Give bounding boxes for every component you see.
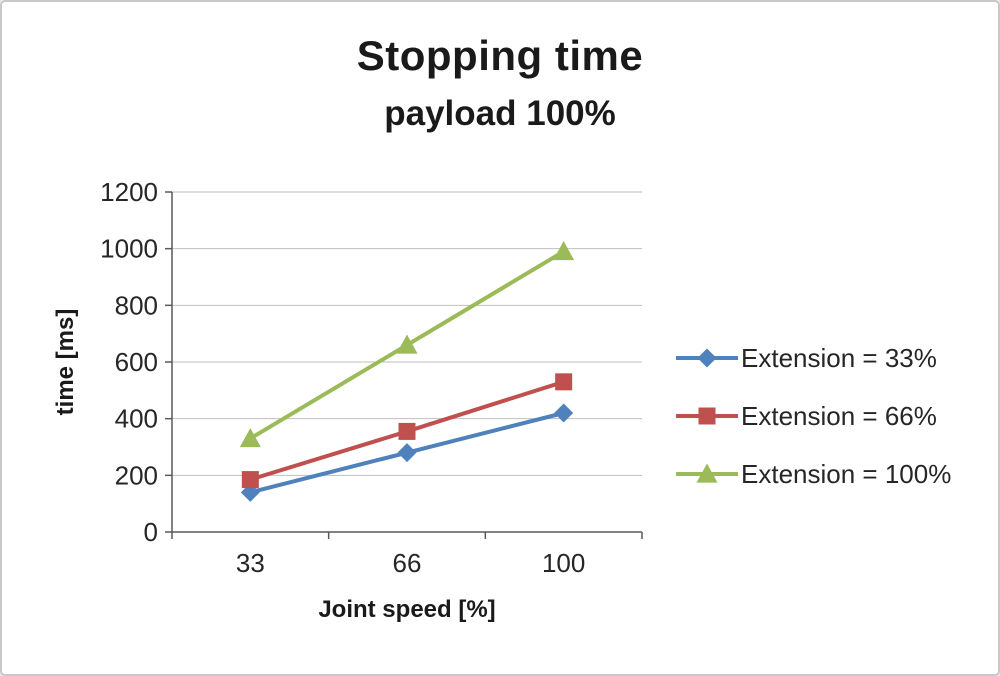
svg-text:33: 33	[236, 548, 265, 578]
svg-text:200: 200	[115, 460, 158, 490]
svg-text:66: 66	[393, 548, 422, 578]
svg-text:1000: 1000	[100, 234, 158, 264]
chart-title: Stopping time	[356, 32, 644, 79]
legend-diamond-icon	[676, 346, 738, 370]
chart-subtitle: payload 100%	[384, 94, 616, 133]
svg-text:800: 800	[115, 290, 158, 320]
svg-text:400: 400	[115, 404, 158, 434]
legend-label: Extension = 100%	[741, 458, 952, 489]
legend-item: Extension = 66%	[676, 396, 951, 436]
legend: Extension = 33% Extension = 66% Extensio…	[676, 338, 951, 512]
legend-label: Extension = 33%	[741, 342, 937, 373]
plot-area: 0 200 400 600 800 1000 1200 33 66 100	[100, 177, 643, 578]
svg-text:0: 0	[144, 517, 158, 547]
legend-label: Extension = 66%	[741, 400, 937, 431]
legend-triangle-icon	[676, 462, 738, 486]
legend-square-icon	[676, 404, 738, 428]
svg-text:100: 100	[542, 548, 585, 578]
svg-text:600: 600	[115, 347, 158, 377]
legend-item: Extension = 33%	[676, 338, 951, 378]
y-axis-title: time [ms]	[52, 308, 79, 416]
legend-item: Extension = 100%	[676, 454, 951, 494]
x-axis-title: Joint speed [%]	[318, 596, 496, 623]
svg-text:1200: 1200	[100, 177, 158, 207]
